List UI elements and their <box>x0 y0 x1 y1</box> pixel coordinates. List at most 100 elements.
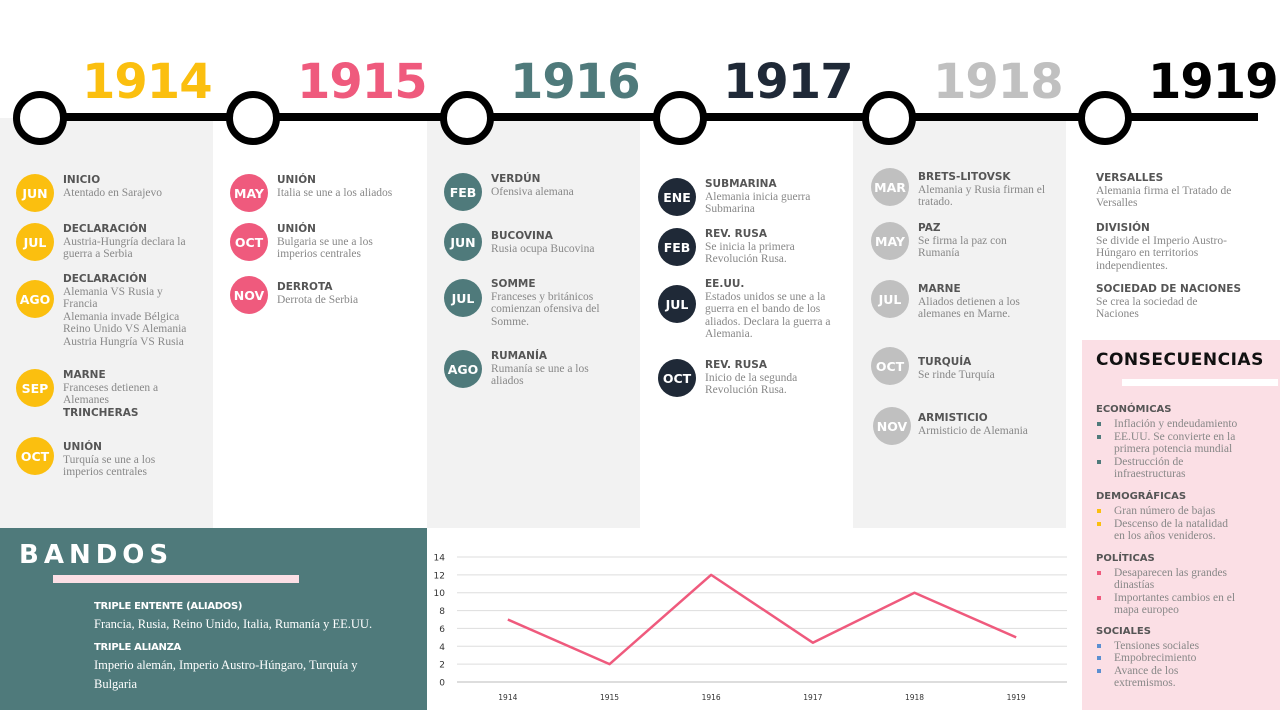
event-desc: Turquía se une a los imperios centrales <box>63 454 156 479</box>
event-title: UNIÓN <box>277 174 316 186</box>
year-1915: 1915 <box>297 54 428 110</box>
bandos-panel: BANDOS TRIPLE ENTENTE (ALIADOS) Francia,… <box>0 528 427 710</box>
event-desc: Rumanía se une a los aliados <box>491 363 589 388</box>
event-title: TURQUÍA <box>918 356 972 368</box>
y-tick-label: 10 <box>434 589 446 599</box>
event-title: DECLARACIÓN <box>63 273 147 285</box>
event-desc: Italia se une a los aliados <box>277 187 393 199</box>
event-title: DIVISIÓN <box>1096 222 1150 234</box>
month-badge: OCT <box>871 347 909 385</box>
y-tick-label: 4 <box>439 643 445 653</box>
event-title: REV. RUSA <box>705 359 767 371</box>
x-tick-label: 1915 <box>600 693 619 702</box>
month-badge: MAR <box>871 168 909 206</box>
event-title: INICIO <box>63 174 101 186</box>
event-desc: Armisticio de Alemania <box>918 425 1028 437</box>
x-tick-label: 1919 <box>1007 693 1026 702</box>
event-title: SOCIEDAD DE NACIONES <box>1096 283 1242 295</box>
year-1914: 1914 <box>82 54 213 110</box>
cons-item: Inflación y endeudamiento <box>1096 418 1274 430</box>
bandos-text-alianza: Imperio alemán, Imperio Austro-Húngaro, … <box>94 658 358 691</box>
month-badge: FEB <box>444 173 482 211</box>
year-1919: 1919 <box>1148 54 1279 110</box>
y-tick-label: 0 <box>439 679 445 689</box>
consecuencias-panel: CONSECUENCIAS ECONÓMICAS Inflación y end… <box>1082 340 1280 710</box>
event-desc: Se firma la paz con Rumanía <box>918 235 1007 260</box>
cons-item: Tensiones sociales <box>1096 640 1274 652</box>
event-desc: Alemania firma el Tratado de Versalles <box>1096 185 1232 210</box>
month-badge: OCT <box>230 223 268 261</box>
event-subtitle: TRINCHERAS <box>63 406 139 419</box>
cons-category-demograficas: DEMOGRÁFICAS <box>1096 491 1187 502</box>
event-title: VERSALLES <box>1096 172 1164 184</box>
event-title: UNIÓN <box>63 441 102 453</box>
bandos-underline <box>53 575 299 583</box>
timeline-node-1917 <box>653 91 707 145</box>
event-title: DERROTA <box>277 281 333 293</box>
timeline-node-1916 <box>440 91 494 145</box>
month-badge: NOV <box>873 407 911 445</box>
x-tick-label: 1918 <box>905 693 924 702</box>
consecuencias-underline <box>1122 379 1278 386</box>
month-badge: ENE <box>658 178 696 216</box>
consecuencias-title: CONSECUENCIAS <box>1096 350 1264 370</box>
bandos-heading-entente: TRIPLE ENTENTE (ALIADOS) <box>94 601 243 612</box>
event-title: UNIÓN <box>277 223 316 235</box>
event-desc: Atentado en Sarajevo <box>63 187 162 199</box>
month-badge: MAY <box>871 222 909 260</box>
month-badge: JUL <box>16 223 54 261</box>
x-tick-label: 1917 <box>803 693 822 702</box>
event-title: MARNE <box>63 369 106 381</box>
month-badge: JUL <box>871 280 909 318</box>
month-badge: OCT <box>16 437 54 475</box>
event-title: BUCOVINA <box>491 230 553 242</box>
y-tick-label: 12 <box>434 571 445 581</box>
event-desc: Se rinde Turquía <box>918 369 995 381</box>
event-title: VERDÚN <box>491 173 541 185</box>
month-badge: FEB <box>658 228 696 266</box>
x-tick-label: 1916 <box>702 693 721 702</box>
series-line <box>507 573 1017 666</box>
event-title: RUMANÍA <box>491 350 548 362</box>
bandos-title: BANDOS <box>19 540 174 570</box>
y-tick-label: 6 <box>439 625 445 635</box>
month-badge: JUL <box>658 285 696 323</box>
y-tick-label: 8 <box>439 607 445 617</box>
event-desc: Ofensiva alemana <box>491 186 574 198</box>
event-title: PAZ <box>918 222 941 234</box>
month-badge: MAY <box>230 174 268 212</box>
event-title: EE.UU. <box>705 278 745 290</box>
event-desc: Aliados detienen a los alemanes en Marne… <box>918 296 1020 321</box>
bandos-text-entente: Francia, Rusia, Reino Unido, Italia, Rum… <box>94 617 373 631</box>
cons-item: Desaparecen las grandes dinastías <box>1096 567 1274 592</box>
timeline-node-1914 <box>13 91 67 145</box>
cons-item: EE.UU. Se convierte en la primera potenc… <box>1096 431 1274 456</box>
event-desc: Se crea la sociedad de Naciones <box>1096 296 1198 321</box>
cons-item: Empobrecimiento <box>1096 652 1274 664</box>
event-desc: Franceses y británicos comienzan ofensiv… <box>491 291 600 328</box>
event-desc: Alemania y Rusia firman el tratado. <box>918 184 1046 209</box>
y-tick-label: 14 <box>434 554 446 564</box>
year-1917: 1917 <box>723 54 854 110</box>
timeline-node-1918 <box>862 91 916 145</box>
event-desc: Se inicia la primera Revolución Rusa. <box>705 241 795 266</box>
event-desc: Alemania VS Rusia y Francia Alemania inv… <box>63 286 187 348</box>
month-badge: AGO <box>444 350 482 388</box>
event-1919-sociedad: SOCIEDAD DE NACIONES Se crea la sociedad… <box>1096 283 1266 321</box>
event-desc: Bulgaria se une a los imperios centrales <box>277 236 373 261</box>
cons-item: Destrucción de infraestructuras <box>1096 456 1274 481</box>
event-desc: Austria-Hungría declara la guerra a Serb… <box>63 236 186 261</box>
bandos-heading-alianza: TRIPLE ALIANZA <box>94 642 181 653</box>
month-badge: OCT <box>658 359 696 397</box>
event-title: SOMME <box>491 278 536 290</box>
cons-category-politicas: POLÍTICAS <box>1096 553 1155 564</box>
month-badge: JUL <box>444 279 482 317</box>
event-1919-division: DIVISIÓN Se divide el Imperio Austro- Hú… <box>1096 222 1266 272</box>
event-1919-versalles: VERSALLES Alemania firma el Tratado de V… <box>1096 172 1266 210</box>
timeline-node-1915 <box>226 91 280 145</box>
cons-item: Gran número de bajas <box>1096 505 1274 517</box>
cons-category-economicas: ECONÓMICAS <box>1096 404 1172 415</box>
month-badge: JUN <box>444 223 482 261</box>
year-1916: 1916 <box>510 54 641 110</box>
event-desc: Estados unidos se une a la guerra en el … <box>705 291 831 341</box>
